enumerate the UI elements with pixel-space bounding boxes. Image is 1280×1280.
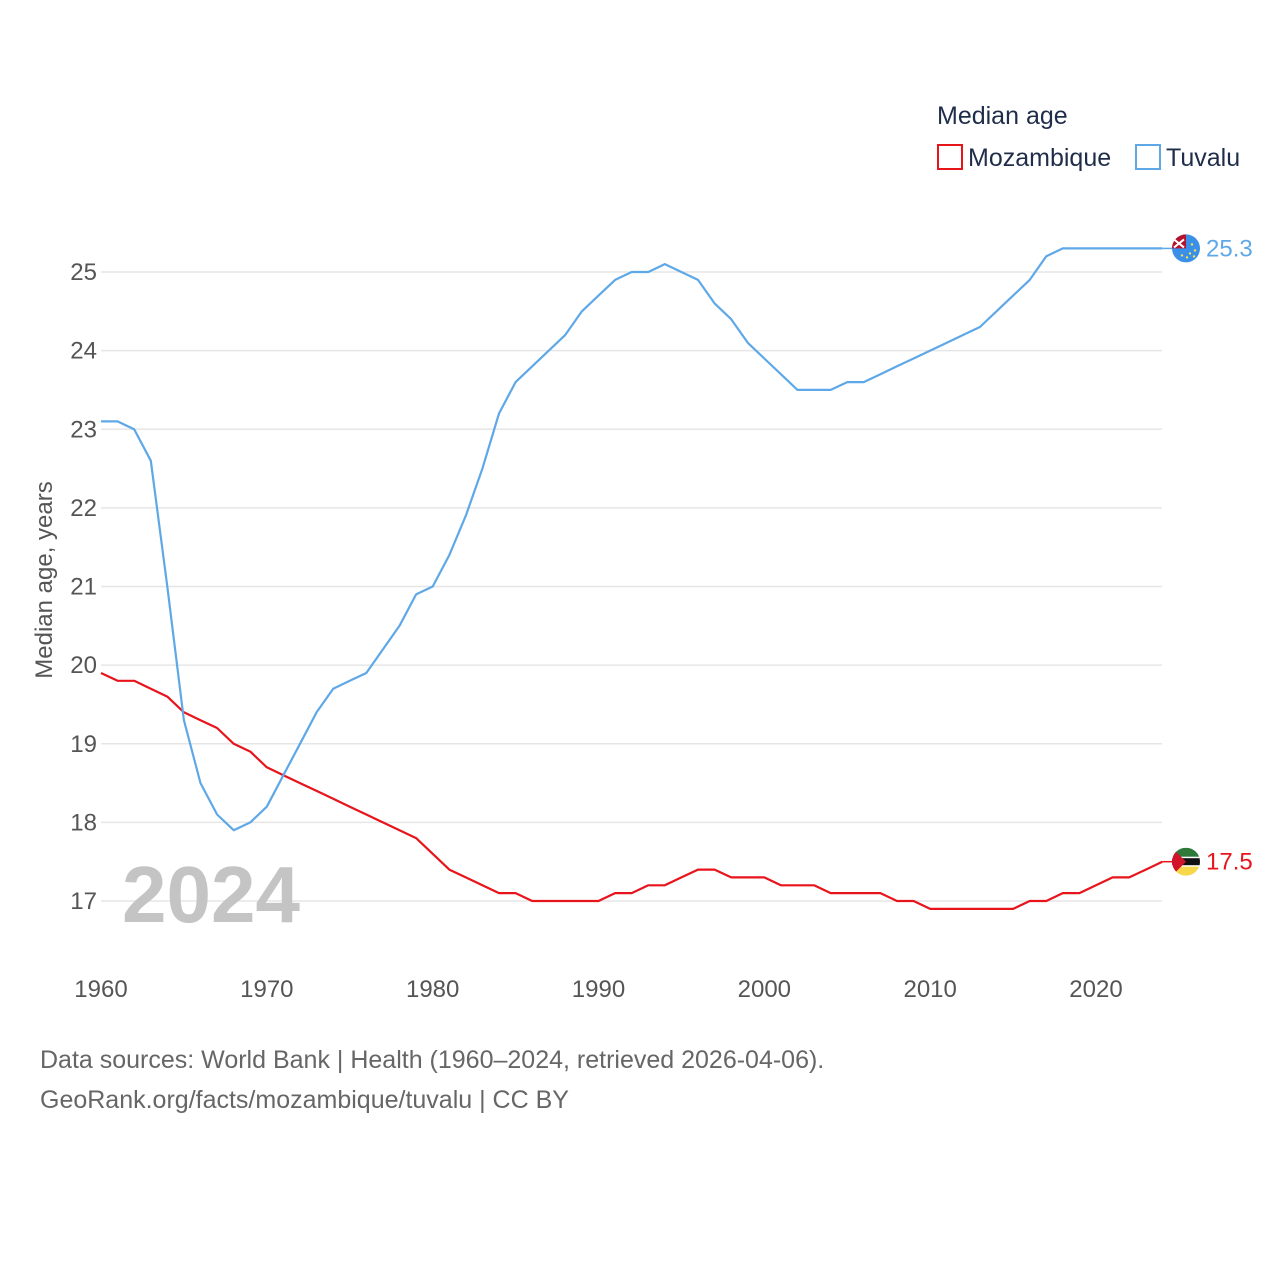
flag-white-line — [1172, 865, 1200, 867]
flag-yellow-band — [1172, 866, 1200, 876]
flag-star — [1180, 254, 1184, 257]
legend-label-mozambique: Mozambique — [968, 144, 1111, 172]
flag-body — [1172, 847, 1200, 876]
flag-canton — [1172, 234, 1186, 249]
x-tick-label: 2000 — [738, 976, 791, 1003]
end-value-label-mozambique: 17.5 — [1206, 849, 1253, 876]
x-tick-label: 2010 — [903, 976, 956, 1003]
flag-star — [1192, 255, 1196, 258]
y-tick-label: 18 — [70, 809, 97, 836]
y-tick-label: 23 — [70, 416, 97, 443]
y-tick-label: 17 — [70, 888, 97, 915]
y-axis-label: Median age, years — [31, 481, 58, 678]
legend-swatch-mozambique — [937, 144, 963, 170]
legend-title: Median age — [937, 102, 1068, 130]
x-tick-label: 1960 — [74, 976, 127, 1003]
x-axis-ticks: 1960 1970 1980 1990 2000 2010 2020 — [74, 976, 1122, 1003]
line-chart: 17 18 19 20 21 22 23 24 25 1960 1970 1980 1990 2000 2… — [31, 102, 1253, 1003]
flag-star — [1188, 252, 1192, 255]
footer-sources: Data sources: World Bank | Health (1960–… — [40, 1046, 825, 1074]
footer-attribution[interactable]: GeoRank.org/facts/mozambique/tuvalu | CC… — [40, 1086, 569, 1114]
x-tick-label: 1980 — [406, 976, 459, 1003]
y-tick-label: 25 — [70, 259, 97, 286]
highlight-year: 2024 — [122, 850, 300, 939]
flag-star — [1185, 256, 1189, 259]
series-line-tuvalu — [101, 247, 1163, 832]
flag-star — [1193, 249, 1197, 252]
flag-red-triangle — [1172, 847, 1186, 876]
grid — [101, 271, 1162, 902]
flag-green-band — [1172, 847, 1200, 858]
mozambique-flag-icon — [1172, 847, 1200, 876]
legend-item-mozambique[interactable]: Mozambique — [937, 144, 1111, 172]
series-lines — [100, 247, 1163, 911]
legend: Median age Mozambique Tuvalu — [937, 102, 1240, 172]
y-axis-ticks: 17 18 19 20 21 22 23 24 25 — [70, 259, 97, 915]
x-tick-label: 1990 — [572, 976, 625, 1003]
y-tick-label: 22 — [70, 495, 97, 522]
y-tick-label: 24 — [70, 338, 97, 365]
legend-label-tuvalu: Tuvalu — [1166, 144, 1240, 172]
y-tick-label: 20 — [70, 652, 97, 679]
tuvalu-flag-icon — [1172, 234, 1200, 263]
x-tick-label: 2020 — [1069, 976, 1122, 1003]
series-line-mozambique — [100, 672, 1163, 911]
y-tick-label: 21 — [70, 574, 97, 601]
flag-cross — [1173, 238, 1185, 249]
legend-item-tuvalu[interactable]: Tuvalu — [1135, 144, 1240, 172]
series-end-markers: 17.5 25.3 — [1162, 234, 1253, 876]
end-value-label-tuvalu: 25.3 — [1206, 235, 1253, 262]
y-tick-label: 19 — [70, 731, 97, 758]
flag-white-line — [1172, 856, 1200, 859]
flag-star — [1190, 243, 1194, 246]
legend-swatch-tuvalu — [1135, 144, 1161, 170]
x-tick-label: 1970 — [240, 976, 293, 1003]
